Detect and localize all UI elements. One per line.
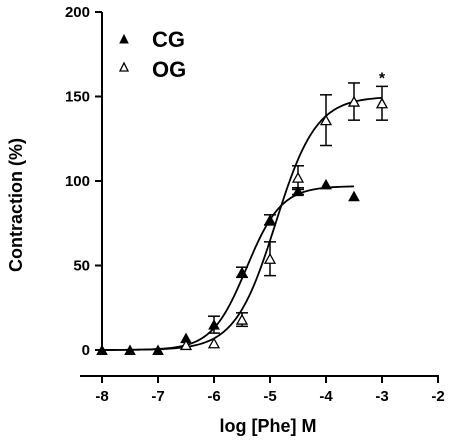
y-tick-label: 200 xyxy=(65,4,90,21)
data-point-cg xyxy=(152,344,164,355)
x-tick-label: -8 xyxy=(95,388,108,405)
data-point-og xyxy=(375,97,389,109)
data-point-og xyxy=(319,114,333,126)
data-point-og xyxy=(347,95,361,107)
data-point-cg xyxy=(236,266,248,278)
data-point-cg xyxy=(264,214,276,225)
data-point-cg xyxy=(292,185,304,197)
fit-curve-og xyxy=(102,96,383,351)
data-point-cg xyxy=(96,344,108,355)
legend-cg-label: CG xyxy=(152,27,185,52)
legend-og-label: OG xyxy=(152,57,186,82)
data-point-og xyxy=(263,252,277,264)
data-point-og xyxy=(179,339,193,351)
y-tick-label: 150 xyxy=(65,89,90,106)
legend: CG OG xyxy=(118,27,186,82)
data-point-og xyxy=(235,313,249,325)
x-tick-label: -5 xyxy=(263,388,276,405)
axes: 0 50 100 150 200 -8 -7 -6 -5 -4 -3 -2 xyxy=(65,4,445,405)
y-tick-label: 0 xyxy=(82,342,90,359)
x-tick-label: -3 xyxy=(375,388,388,405)
x-tick-label: -2 xyxy=(431,388,444,405)
x-tick-label: -4 xyxy=(319,388,333,405)
data-point-og xyxy=(291,171,305,183)
data-point-cg xyxy=(208,319,220,330)
x-axis-title: log [Phe] M xyxy=(220,416,317,436)
legend-og-marker xyxy=(118,61,130,72)
legend-cg-marker xyxy=(119,33,129,44)
data-point-cg xyxy=(348,190,360,202)
fit-curve-cg xyxy=(101,185,355,351)
y-tick-label: 100 xyxy=(65,173,90,190)
data-points: * xyxy=(96,71,389,355)
significance-marker: * xyxy=(379,71,386,88)
data-point-cg xyxy=(320,178,332,190)
x-tick-label: -7 xyxy=(151,388,164,405)
data-point-cg xyxy=(124,344,136,355)
y-tick-label: 50 xyxy=(73,258,90,275)
fit-curves xyxy=(101,96,383,351)
data-point-og xyxy=(207,337,221,349)
x-tick-label: -6 xyxy=(207,388,220,405)
y-axis-title: Contraction (%) xyxy=(6,138,26,272)
